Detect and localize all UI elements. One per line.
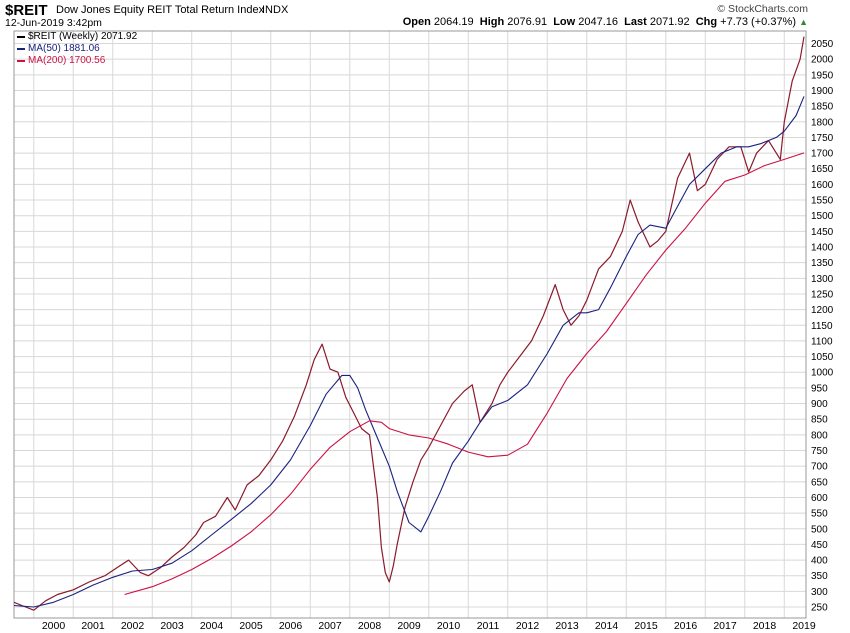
legend-item-ma200: MA(200) 1700.56 <box>17 55 137 67</box>
x-tick-label: 2017 <box>713 620 737 632</box>
y-tick-label: 2050 <box>811 39 834 50</box>
last-value: 2071.92 <box>649 16 690 28</box>
y-tick-label: 2000 <box>811 55 834 66</box>
plot-frame <box>13 30 807 619</box>
y-tick-label: 950 <box>811 383 828 394</box>
y-tick-label: 1800 <box>811 117 834 128</box>
y-tick-label: 1650 <box>811 164 834 175</box>
x-tick-label: 2003 <box>160 620 184 632</box>
chart-header: $REIT Dow Jones Equity REIT Total Return… <box>0 0 850 32</box>
x-tick-label: 2006 <box>279 620 303 632</box>
legend-label: $REIT (Weekly) 2071.92 <box>28 31 138 42</box>
x-tick-label: 2014 <box>595 620 619 632</box>
chg-value: +7.73 (+0.37%) <box>720 16 797 28</box>
y-tick-label: 650 <box>811 477 828 488</box>
x-axis: 2000 2001 2002 2003 2004 2005 2006 2007 2008 2009… <box>42 620 816 632</box>
y-tick-label: 1000 <box>811 368 834 379</box>
ma50-line <box>13 96 805 608</box>
index-name: Dow Jones Equity REIT Total Return Index <box>56 4 265 16</box>
chg-label: Chg <box>695 16 718 28</box>
x-tick-label: 2000 <box>42 620 66 632</box>
y-tick-label: 1100 <box>811 336 833 347</box>
y-tick-label: 1150 <box>811 321 833 332</box>
y-axis: 250 300 350 400 450 500 550 600 650 700 750 800 850 9… <box>811 39 834 614</box>
legend-swatch <box>17 36 25 38</box>
legend-swatch <box>17 48 25 50</box>
x-tick-label: 2012 <box>516 620 540 632</box>
high-value: 2076.91 <box>507 16 548 28</box>
legend-label: MA(50) 1881.06 <box>28 43 100 54</box>
legend-item-price: $REIT (Weekly) 2071.92 <box>17 31 137 43</box>
x-tick-label: 2004 <box>200 620 224 632</box>
y-tick-label: 1300 <box>811 274 834 285</box>
y-tick-label: 350 <box>811 571 828 582</box>
y-tick-label: 1900 <box>811 86 834 97</box>
y-tick-label: 850 <box>811 415 828 426</box>
x-tick-label: 2016 <box>674 620 698 632</box>
quote-bar: Open 2064.19 High 2076.91 Low 2047.16 La… <box>403 16 808 28</box>
legend-item-ma50: MA(50) 1881.06 <box>17 43 137 55</box>
y-tick-label: 250 <box>811 603 828 614</box>
stockcharts-credit: © StockCharts.com <box>717 3 808 15</box>
x-tick-label: 2015 <box>634 620 658 632</box>
y-tick-label: 1250 <box>811 289 834 300</box>
x-tick-label: 2019 <box>792 620 816 632</box>
y-tick-label: 1050 <box>811 352 834 363</box>
x-tick-label: 2005 <box>239 620 263 632</box>
x-tick-label: 2011 <box>477 620 500 632</box>
x-tick-label: 2007 <box>318 620 342 632</box>
price-line <box>13 36 805 611</box>
last-label: Last <box>624 16 647 28</box>
ma200-line <box>124 152 805 596</box>
y-tick-label: 1200 <box>811 305 834 316</box>
legend-swatch <box>17 60 25 62</box>
low-value: 2047.16 <box>578 16 619 28</box>
y-tick-label: 800 <box>811 430 828 441</box>
high-label: High <box>479 16 505 28</box>
x-tick-label: 2001 <box>81 620 105 632</box>
y-tick-label: 450 <box>811 540 828 551</box>
y-tick-label: 700 <box>811 462 828 473</box>
y-tick-label: 1600 <box>811 180 834 191</box>
y-tick-label: 1700 <box>811 149 834 160</box>
y-tick-label: 400 <box>811 556 828 567</box>
legend-label: MA(200) 1700.56 <box>28 55 106 66</box>
low-label: Low <box>553 16 576 28</box>
y-tick-label: 1500 <box>811 211 834 222</box>
open-value: 2064.19 <box>433 16 474 28</box>
y-tick-label: 550 <box>811 509 828 520</box>
exchange: INDX <box>262 4 289 16</box>
legend: $REIT (Weekly) 2071.92 MA(50) 1881.06 MA… <box>17 31 137 67</box>
open-label: Open <box>402 16 431 28</box>
x-tick-label: 2008 <box>358 620 382 632</box>
y-tick-label: 1850 <box>811 102 834 113</box>
y-tick-label: 1450 <box>811 227 834 238</box>
grid <box>14 31 806 618</box>
y-tick-label: 1350 <box>811 258 834 269</box>
y-tick-label: 900 <box>811 399 828 410</box>
y-tick-label: 1400 <box>811 243 834 254</box>
y-tick-label: 1750 <box>811 133 834 144</box>
x-tick-label: 2013 <box>555 620 579 632</box>
datetime: 12-Jun-2019 3:42pm <box>5 17 102 29</box>
x-tick-label: 2018 <box>753 620 777 632</box>
y-tick-label: 1550 <box>811 196 834 207</box>
x-tick-label: 2010 <box>437 620 461 632</box>
y-tick-label: 600 <box>811 493 828 504</box>
series-lines <box>13 36 805 611</box>
y-tick-label: 500 <box>811 524 828 535</box>
y-tick-label: 750 <box>811 446 828 457</box>
x-tick-label: 2002 <box>121 620 145 632</box>
y-tick-label: 1950 <box>811 70 834 81</box>
x-tick-label: 2009 <box>397 620 421 632</box>
y-tick-label: 300 <box>811 587 828 598</box>
up-arrow-icon: ▲ <box>799 17 808 27</box>
symbol: $REIT <box>5 2 48 19</box>
